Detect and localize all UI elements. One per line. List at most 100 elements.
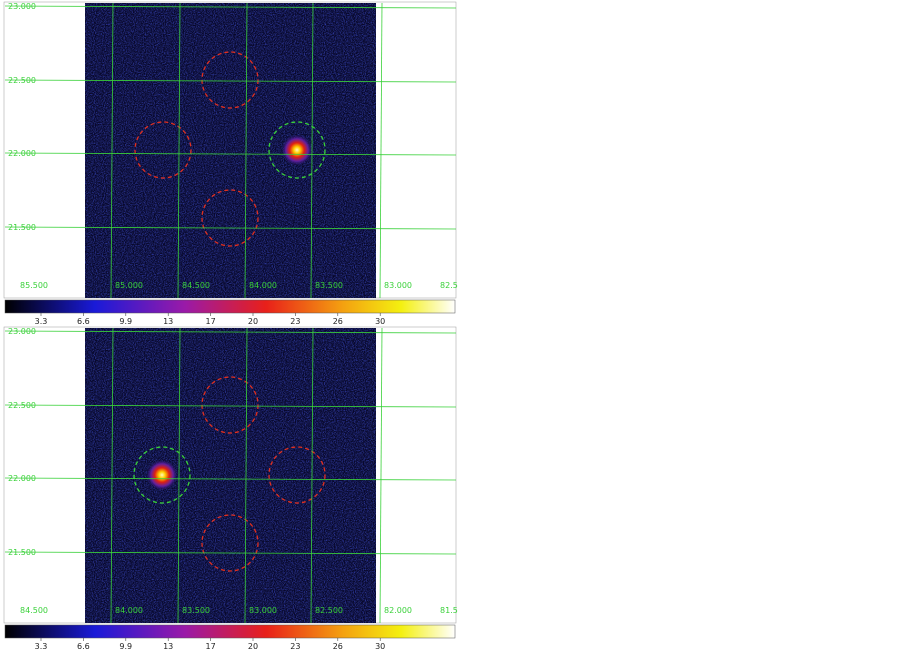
source-glow xyxy=(281,134,313,166)
x-grid-label: 84.500 xyxy=(20,606,48,615)
colorbar-label: 18 xyxy=(663,317,673,326)
colorbar-label: 21 xyxy=(707,317,717,326)
colorbar-label: 9.9 xyxy=(119,317,132,326)
colorbar xyxy=(473,625,915,638)
colorbar-label: 11 xyxy=(574,317,584,326)
sky-noise xyxy=(553,328,844,623)
x-grid-label: 81.5 xyxy=(440,606,458,615)
colorbar xyxy=(5,625,455,638)
colorbar-label: 31 xyxy=(840,642,850,651)
grid-line xyxy=(646,3,648,298)
x-grid-label: 83.000 xyxy=(783,281,811,290)
colorbar-label: 17 xyxy=(663,642,673,651)
y-grid-label: 22.000 xyxy=(476,548,504,557)
colorbar-label: 6.8 xyxy=(528,642,541,651)
x-grid-label: 82.500 xyxy=(315,606,343,615)
colorbar-label: 23 xyxy=(290,642,300,651)
grid-line xyxy=(646,328,648,623)
background-region xyxy=(742,122,798,178)
x-grid-label: 85.500 xyxy=(20,281,48,290)
source-glow xyxy=(682,60,714,92)
image-panel: 22.50022.00021.50021.00085.00084.50084.0… xyxy=(472,2,915,326)
colorbar-label: 13 xyxy=(163,317,173,326)
panel-content: 23.00022.50022.00021.50085.50085.00084.5… xyxy=(4,2,458,326)
colorbar xyxy=(5,300,455,313)
x-grid-label: 84.000 xyxy=(115,606,143,615)
grid-line xyxy=(779,328,781,623)
colorbar-label: 30 xyxy=(375,317,385,326)
grid-line xyxy=(473,478,915,480)
background-region xyxy=(597,122,653,178)
x-grid-label: 82 xyxy=(910,606,915,615)
source-glow xyxy=(682,529,714,561)
grid-line xyxy=(473,331,915,333)
colorbar-label: 24 xyxy=(751,317,761,326)
grid-line xyxy=(779,3,781,298)
y-grid-label: 21.000 xyxy=(476,223,504,232)
colorbar-label: 6.6 xyxy=(77,642,90,651)
x-grid-label: 83.500 xyxy=(315,281,343,290)
frame xyxy=(472,2,915,298)
screenshot: 23.000 22.500 22.000 21.500 85.500 85.000 84.5… xyxy=(0,0,915,651)
sky-noise xyxy=(553,3,844,298)
colorbar-label: 27 xyxy=(796,642,806,651)
x-grid-label: 82.5 xyxy=(440,281,458,290)
x-grid-label: 83.000 xyxy=(384,281,412,290)
x-grid-label: 83.500 xyxy=(717,606,745,615)
grid-line xyxy=(473,552,915,554)
colorbar-label: 30 xyxy=(375,642,385,651)
panel-content: 23.50023.00022.50022.00085.00084.50084.0… xyxy=(472,327,915,651)
x-grid-label: 82 xyxy=(910,281,915,290)
grid-line xyxy=(473,80,915,82)
background-region xyxy=(742,447,798,503)
colorbar-label: 7 xyxy=(532,317,537,326)
colorbar-label: 17 xyxy=(206,317,216,326)
colorbar-label: 3.3 xyxy=(35,642,48,651)
x-grid-label: 83.500 xyxy=(717,281,745,290)
y-grid-label: 23.000 xyxy=(8,327,36,336)
grid-line xyxy=(579,3,581,298)
colorbar xyxy=(473,300,915,313)
background-region xyxy=(670,194,726,250)
grid-line xyxy=(848,328,850,623)
y-grid-label: 21.500 xyxy=(8,223,36,232)
y-grid-label: 23.000 xyxy=(8,2,36,11)
grid-line xyxy=(713,328,715,623)
grid-line xyxy=(713,3,715,298)
grid-line xyxy=(473,227,915,229)
sky-noise xyxy=(85,3,376,298)
colorbar-label: 3.4 xyxy=(484,642,497,651)
x-grid-label: 85.000 xyxy=(512,606,540,615)
grid-line xyxy=(848,3,850,298)
y-grid-label: 21.500 xyxy=(476,149,504,158)
background-region xyxy=(597,447,653,503)
colorbar-label: 26 xyxy=(333,317,343,326)
grid-line xyxy=(473,153,915,155)
grid-line xyxy=(473,405,915,407)
x-grid-label: 84.500 xyxy=(583,606,611,615)
x-grid-label: 84.000 xyxy=(650,606,678,615)
frame xyxy=(472,327,915,623)
sky-noise xyxy=(85,328,376,623)
colorbar-label: 32 xyxy=(840,317,850,326)
x-grid-label: 83.500 xyxy=(182,606,210,615)
colorbar-label: 24 xyxy=(751,642,761,651)
y-grid-label: 22.500 xyxy=(8,401,36,410)
y-grid-label: 23.500 xyxy=(476,327,504,336)
source-region xyxy=(670,48,726,104)
colorbar-label: 3.3 xyxy=(35,317,48,326)
colorbar-label: 20 xyxy=(707,642,717,651)
colorbar-label: 9.9 xyxy=(119,642,132,651)
x-grid-label: 83.000 xyxy=(783,606,811,615)
colorbar-label: 23 xyxy=(290,317,300,326)
colorbar-label: 10 xyxy=(574,642,584,651)
background-region xyxy=(670,372,726,428)
y-grid-label: 22.500 xyxy=(476,474,504,483)
source-region xyxy=(670,517,726,573)
colorbar-label: 14 xyxy=(618,317,628,326)
colorbar-label: 13 xyxy=(163,642,173,651)
y-grid-label: 22.000 xyxy=(8,149,36,158)
x-grid-label: 85.000 xyxy=(115,281,143,290)
